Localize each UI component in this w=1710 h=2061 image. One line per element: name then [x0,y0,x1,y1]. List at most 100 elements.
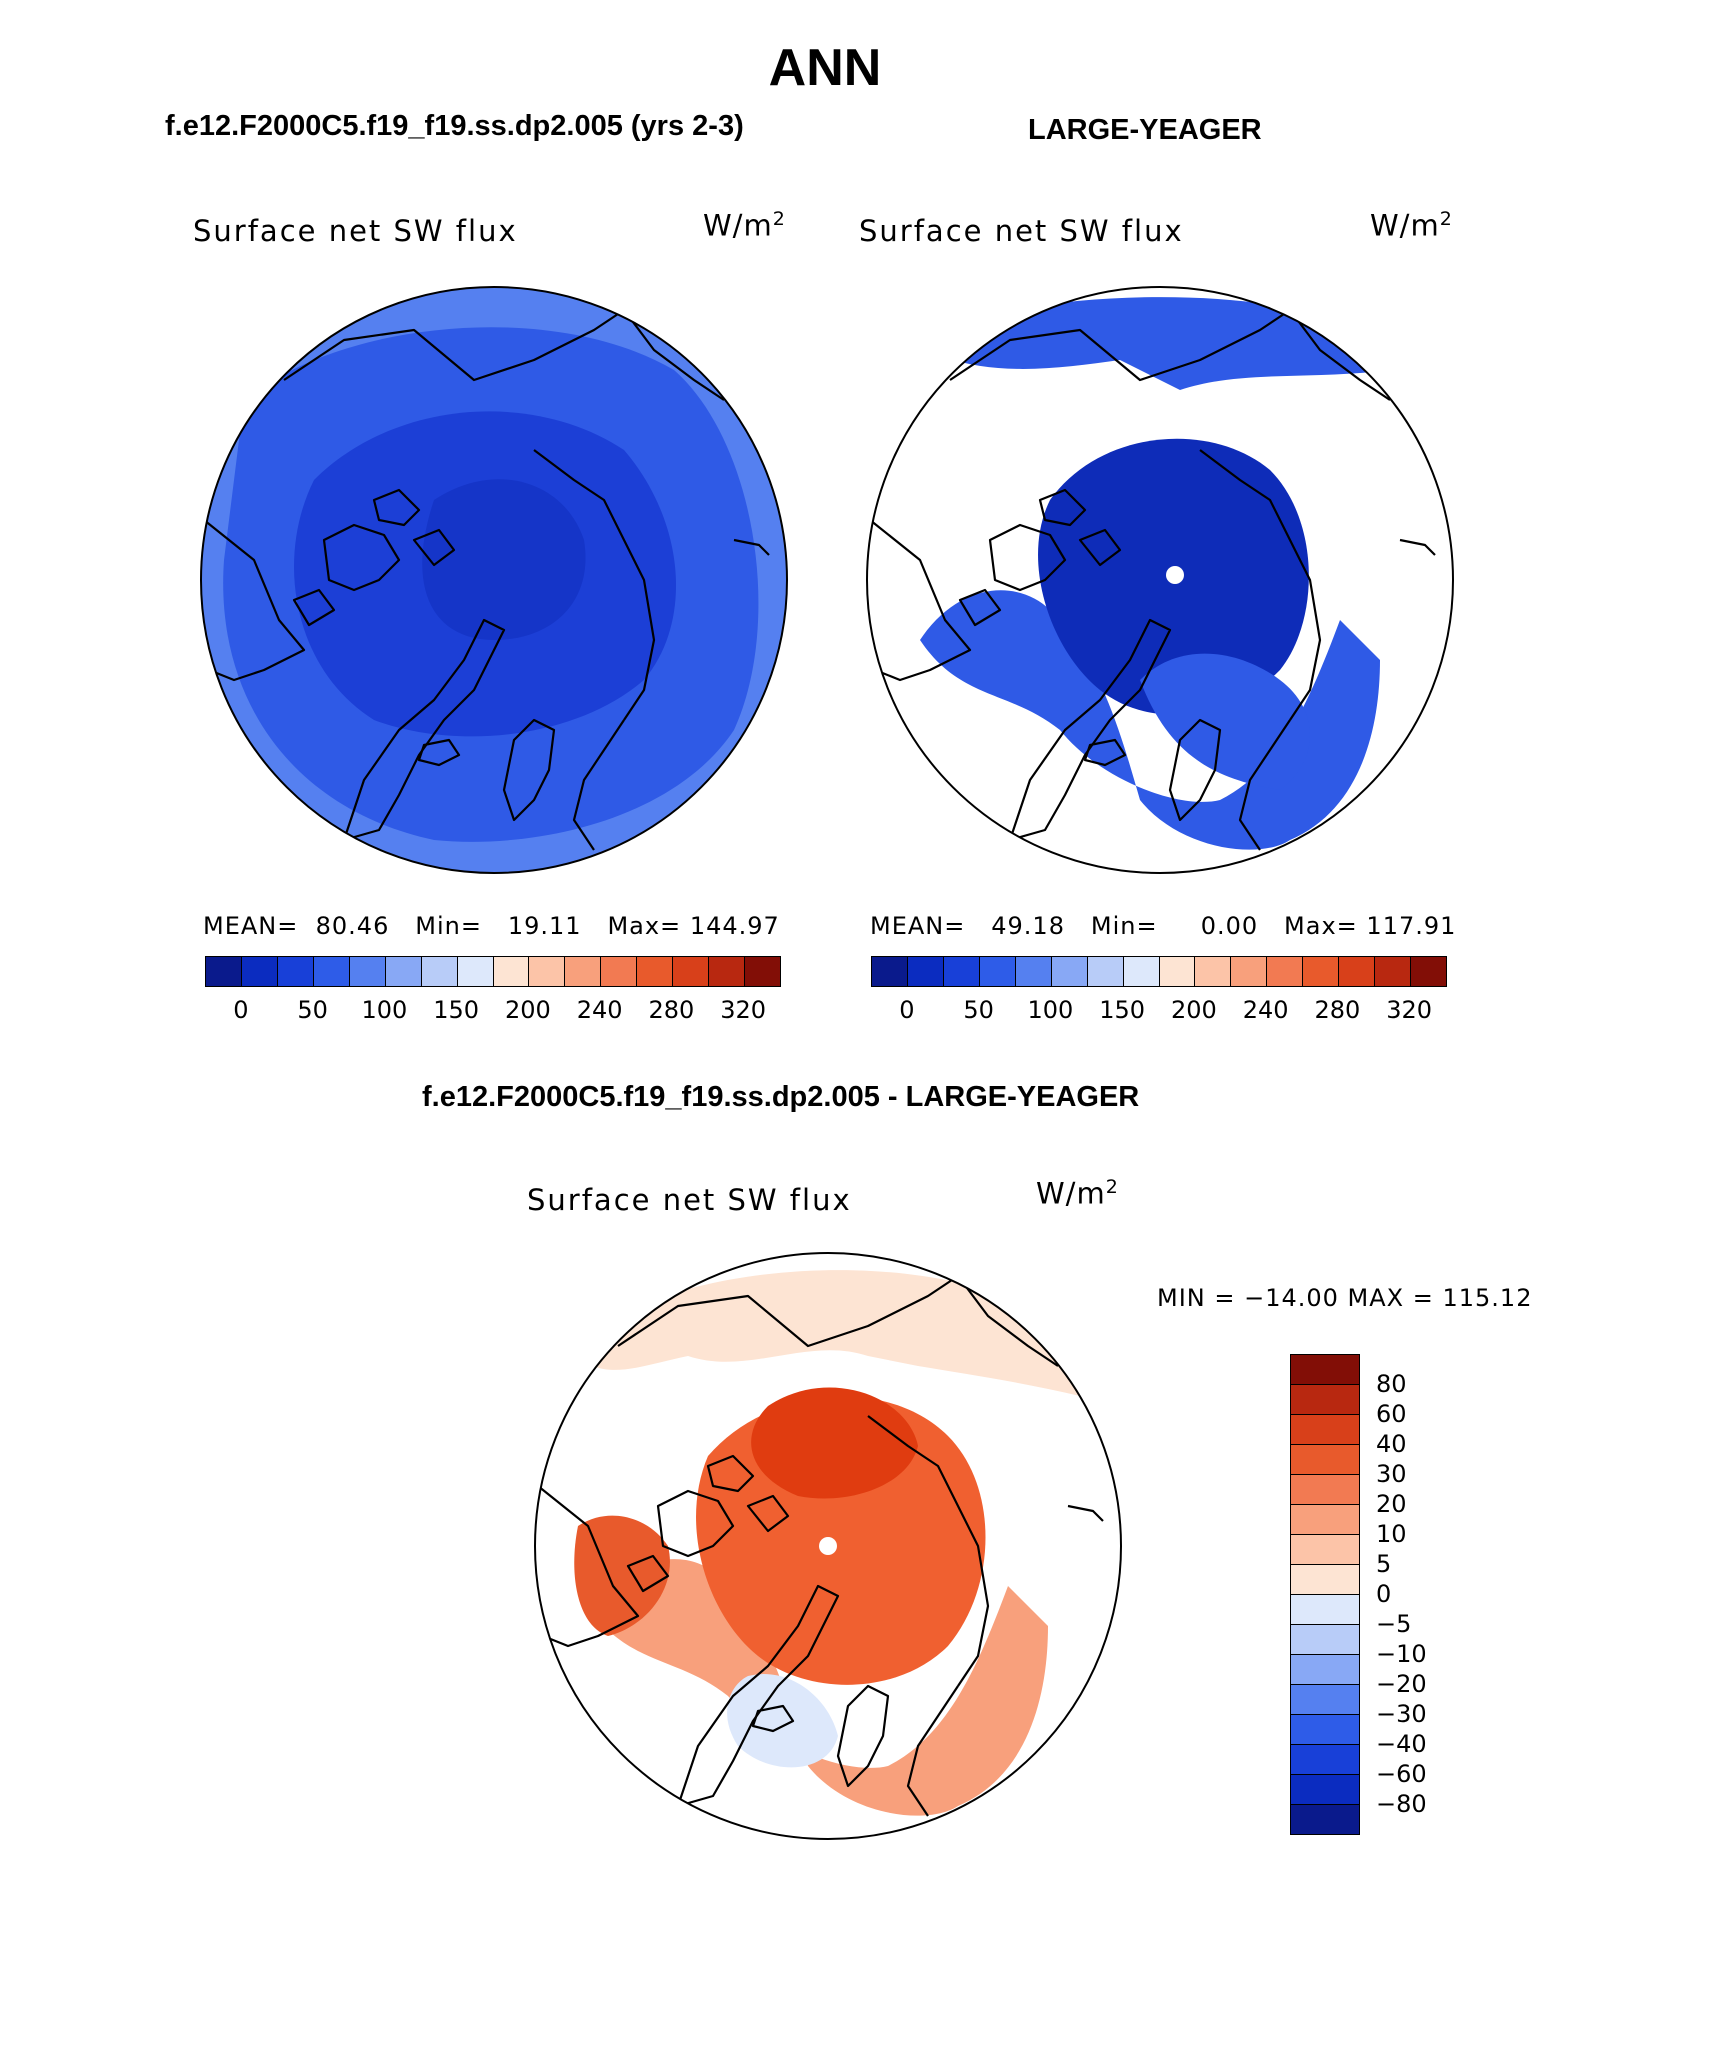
colorbar-tick-label: 200 [1170,996,1217,1024]
diff-colorbar-tick-label: 30 [1376,1460,1407,1488]
colorbar-swatch [1087,957,1124,986]
colorbar-tick-label: 240 [576,996,623,1024]
colorbar-tick-label: 100 [1027,996,1074,1024]
colorbar-tick-label: 50 [963,996,994,1024]
colorbar-tick-label: 280 [1314,996,1361,1024]
diff-colorbar-tick-label: −5 [1376,1610,1412,1638]
diff-hudson [574,1515,670,1636]
north-strip [910,297,1390,390]
diff-colorbar-swatch [1291,1745,1359,1775]
left-units-label: W/m2 [703,208,786,243]
diff-colorbar-tick-label: 20 [1376,1490,1407,1518]
colorbar-swatch [1015,957,1052,986]
diff-colorbar-swatch [1291,1685,1359,1715]
colorbar-swatch [745,957,780,986]
colorbar-swatch [1231,957,1268,986]
colorbar-tick-label: 200 [504,996,551,1024]
colorbar-swatch [872,957,908,986]
left-stats: MEAN= 80.46 Min= 19.11 Max= 144.97 [203,912,780,940]
diff-colorbar-tick-label: −10 [1376,1640,1427,1668]
diff-minmax: MIN = −14.00 MAX = 115.12 [1157,1284,1533,1312]
colorbar-swatch [206,957,242,986]
colorbar-tick-label: 150 [1099,996,1146,1024]
diff-polar-map [534,1252,1122,1840]
page-title: ANN [768,39,882,97]
colorbar-swatch [1267,957,1304,986]
diff-colorbar-swatch [1291,1385,1359,1415]
diff-colorbar-tick-label: 10 [1376,1520,1407,1548]
diff-title: f.e12.F2000C5.f19_f19.ss.dp2.005 - LARGE… [422,1081,1140,1113]
diff-colorbar-tick-label: −60 [1376,1760,1427,1788]
colorbar-swatch [1195,957,1232,986]
colorbar-swatch [349,957,386,986]
left-polar-map [200,286,788,874]
colorbar-tick-label: 320 [720,996,767,1024]
colorbar-swatch [421,957,458,986]
diff-colorbar-swatch [1291,1655,1359,1685]
colorbar-tick-label: 320 [1386,996,1433,1024]
colorbar-swatch [241,957,278,986]
colorbar-swatch [673,957,710,986]
colorbar-tick-label: 100 [361,996,408,1024]
pole-hole [1166,566,1184,584]
colorbar-swatch [943,957,980,986]
colorbar-swatch [601,957,638,986]
diff-colorbar-swatch [1291,1415,1359,1445]
diff-colorbar-swatch [1291,1505,1359,1535]
diff-map-border [534,1252,1122,1840]
right-case-title: LARGE-YEAGER [1028,114,1262,146]
diff-iceland-blue [727,1674,838,1768]
diff-arctic-peak [751,1387,918,1499]
diff-colorbar-swatch [1291,1805,1359,1834]
colorbar-swatch [529,957,566,986]
colorbar-swatch [457,957,494,986]
diff-colorbar-swatch [1291,1445,1359,1475]
diff-colorbar-swatch [1291,1535,1359,1565]
colorbar-swatch [709,957,746,986]
diff-colorbar-swatch [1291,1775,1359,1805]
colorbar-tick-label: 280 [648,996,695,1024]
diff-colorbar-tick-label: 0 [1376,1580,1392,1608]
diff-colorbar-tick-label: −80 [1376,1790,1427,1818]
colorbar-tick-label: 0 [233,996,249,1024]
colorbar-swatch [1303,957,1340,986]
right-variable-label: Surface net SW flux [859,214,1184,248]
colorbar-swatch [1339,957,1376,986]
colorbar-tick-label: 240 [1242,996,1289,1024]
colorbar-swatch [637,957,674,986]
diff-colorbar-tick-label: 60 [1376,1400,1407,1428]
colorbar-swatch [1051,957,1088,986]
left-colorbar [205,956,781,987]
core-field [422,479,586,640]
colorbar-tick-label: 0 [899,996,915,1024]
colorbar-swatch [277,957,314,986]
right-units-label: W/m2 [1370,208,1453,243]
colorbar-swatch [1375,957,1412,986]
right-colorbar [871,956,1447,987]
diff-colorbar-swatch [1291,1715,1359,1745]
diff-colorbar-swatch [1291,1625,1359,1655]
diff-atlantic [588,1559,1048,1816]
diff-units-label: W/m2 [1036,1176,1119,1211]
left-case-title: f.e12.F2000C5.f19_f19.ss.dp2.005 (yrs 2-… [165,110,744,142]
diff-north-peach [568,1270,1118,1406]
diff-pole-hole [819,1537,837,1555]
left-map-border [200,286,788,874]
colorbar-swatch [385,957,422,986]
diff-colorbar-swatch [1291,1565,1359,1595]
colorbar-swatch [1159,957,1196,986]
diff-colorbar-swatch [1291,1355,1359,1385]
diff-colorbar-tick-label: −30 [1376,1700,1427,1728]
colorbar-swatch [565,957,602,986]
diff-colorbar-swatch [1291,1595,1359,1625]
colorbar-swatch [493,957,530,986]
left-variable-label: Surface net SW flux [193,214,518,248]
colorbar-tick-label: 150 [433,996,480,1024]
colorbar-swatch [1123,957,1160,986]
diff-variable-label: Surface net SW flux [527,1183,852,1217]
colorbar-swatch [1411,957,1446,986]
right-stats: MEAN= 49.18 Min= 0.00 Max= 117.91 [870,912,1457,940]
diff-colorbar [1290,1354,1360,1835]
colorbar-swatch [979,957,1016,986]
colorbar-tick-label: 50 [297,996,328,1024]
